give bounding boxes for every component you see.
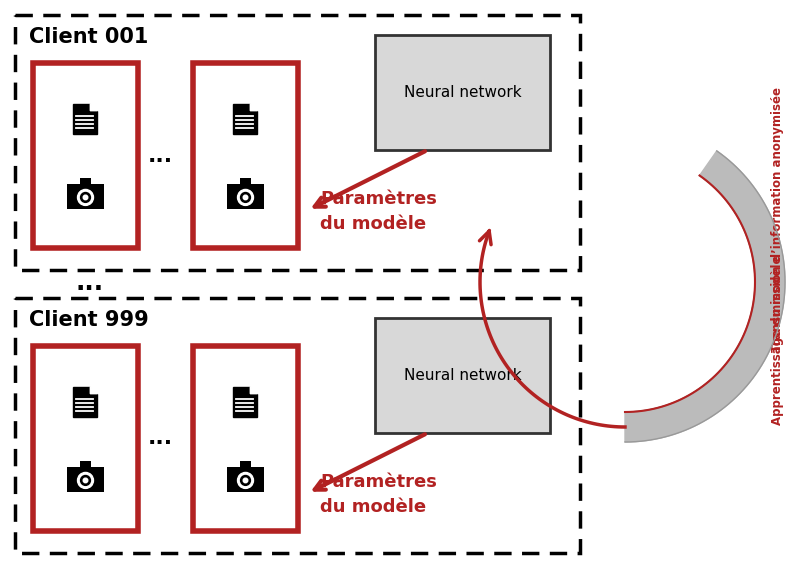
Circle shape — [83, 478, 88, 483]
Circle shape — [243, 195, 248, 200]
Text: ...: ... — [76, 271, 104, 295]
Text: ...: ... — [147, 146, 173, 165]
Circle shape — [241, 192, 250, 202]
Polygon shape — [250, 386, 257, 394]
Bar — [15, 298, 580, 553]
Bar — [80, 461, 91, 467]
Bar — [68, 467, 104, 492]
Bar — [241, 178, 250, 184]
Polygon shape — [90, 386, 97, 394]
Polygon shape — [234, 104, 257, 134]
Polygon shape — [234, 386, 257, 416]
Text: Client 001: Client 001 — [29, 27, 148, 47]
Polygon shape — [250, 104, 257, 111]
Circle shape — [241, 475, 250, 486]
Text: Client 999: Client 999 — [29, 310, 149, 330]
Bar — [15, 15, 580, 270]
Bar — [241, 461, 250, 467]
Polygon shape — [90, 104, 97, 111]
Bar — [193, 346, 298, 531]
Circle shape — [80, 192, 90, 202]
Text: Transmission d’information anonymisée: Transmission d’information anonymisée — [771, 87, 784, 352]
Circle shape — [77, 190, 93, 205]
Text: Neural network: Neural network — [404, 85, 521, 100]
Circle shape — [243, 478, 248, 483]
Text: Neural network: Neural network — [404, 368, 521, 383]
Circle shape — [77, 473, 93, 488]
Polygon shape — [73, 104, 97, 134]
Polygon shape — [73, 386, 97, 416]
Bar — [227, 467, 264, 492]
Polygon shape — [625, 151, 785, 442]
Circle shape — [238, 190, 253, 205]
Circle shape — [238, 473, 253, 488]
Bar — [227, 184, 264, 209]
Text: Paramètres
du modèle: Paramètres du modèle — [320, 190, 437, 233]
Text: Paramètres
du modèle: Paramètres du modèle — [320, 473, 437, 516]
Text: ...: ... — [147, 429, 173, 448]
Bar — [33, 63, 138, 248]
Circle shape — [80, 475, 90, 486]
Bar — [193, 63, 298, 248]
Circle shape — [83, 195, 88, 200]
Bar — [375, 35, 550, 150]
Bar — [80, 178, 91, 184]
Bar — [375, 318, 550, 433]
Text: Apprentissage du modèle: Apprentissage du modèle — [771, 255, 784, 425]
Bar — [33, 346, 138, 531]
Bar — [68, 184, 104, 209]
